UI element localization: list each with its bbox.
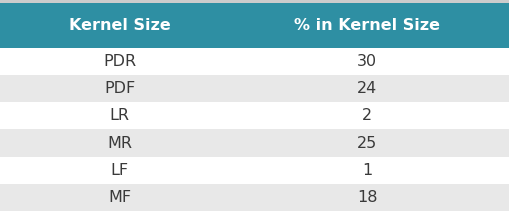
Text: 18: 18 xyxy=(356,190,377,205)
Text: LF: LF xyxy=(110,163,129,178)
Bar xyxy=(0,3,509,48)
Bar xyxy=(0,102,509,129)
Text: LR: LR xyxy=(109,108,130,123)
Bar xyxy=(0,75,509,102)
Bar xyxy=(0,0,509,3)
Bar xyxy=(0,129,509,157)
Text: PDF: PDF xyxy=(104,81,135,96)
Bar xyxy=(0,157,509,184)
Text: 2: 2 xyxy=(361,108,372,123)
Text: Kernel Size: Kernel Size xyxy=(69,18,171,33)
Text: % in Kernel Size: % in Kernel Size xyxy=(294,18,439,33)
Text: MR: MR xyxy=(107,135,132,150)
Text: 30: 30 xyxy=(356,54,377,69)
Text: PDR: PDR xyxy=(103,54,136,69)
Text: 1: 1 xyxy=(361,163,372,178)
Text: 24: 24 xyxy=(356,81,377,96)
Bar xyxy=(0,184,509,211)
Text: 25: 25 xyxy=(356,135,377,150)
Bar xyxy=(0,48,509,75)
Text: MF: MF xyxy=(108,190,131,205)
